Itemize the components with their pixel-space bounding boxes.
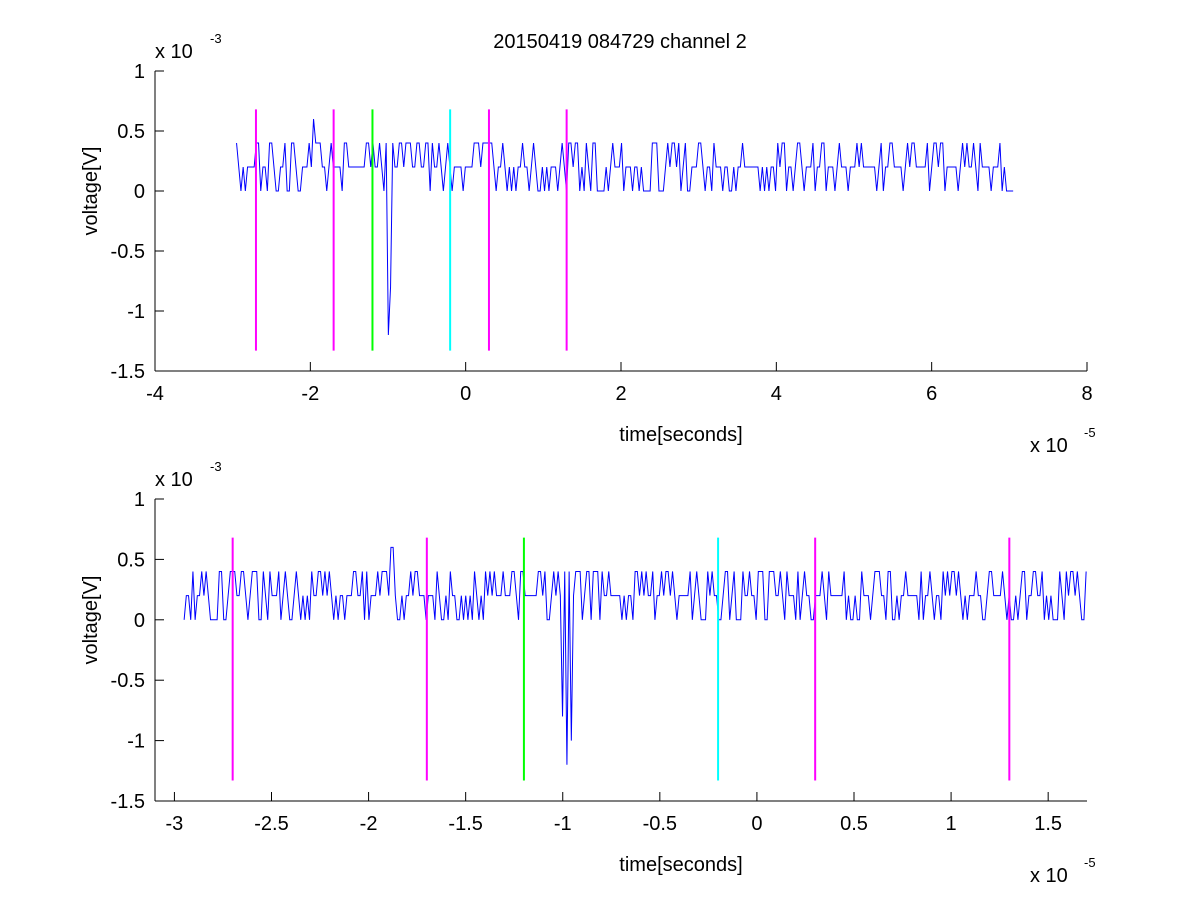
y-tick-label: -1 (127, 301, 145, 323)
x-tick-label: -2.5 (254, 813, 288, 835)
y-tick-label: -1.5 (111, 791, 145, 813)
plot-top: -4 -2 0 2 4 6 8 -1.5 -1 -0.5 0 0.5 1 time[seconds] vol… (80, 31, 1096, 457)
y-exponent-label: x 10 (155, 469, 193, 491)
x-tick-label: 1 (946, 813, 957, 835)
y-tick-label: -0.5 (111, 241, 145, 263)
y-tick-label: 0 (134, 610, 145, 632)
x-exponent-label: x 10 (1030, 435, 1068, 457)
x-exponent-power: -5 (1084, 855, 1096, 870)
y-tick-label: -0.5 (111, 670, 145, 692)
figure-title: 20150419 084729 channel 2 (493, 31, 747, 53)
signal-trace (183, 546, 1087, 765)
x-tick-label: 8 (1081, 383, 1092, 405)
x-tick-label: -0.5 (643, 813, 677, 835)
y-tick-label: 0.5 (117, 549, 145, 571)
x-axis-label: time[seconds] (619, 424, 742, 446)
plot-bottom: -3 -2.5 -2 -1.5 -1 -0.5 0 0.5 1 1.5 -1.5 -1 -0.5 0 0.5… (80, 459, 1096, 887)
x-tick-label: 0.5 (840, 813, 868, 835)
x-exponent-label: x 10 (1030, 865, 1068, 887)
x-tick-label: 0 (460, 383, 471, 405)
x-tick-label: -2 (301, 383, 319, 405)
y-tick-label: -1 (127, 731, 145, 753)
y-exponent-label: x 10 (155, 41, 193, 63)
y-tick-label: 0.5 (117, 121, 145, 143)
y-tick-label: -1.5 (111, 361, 145, 383)
x-axis-label: time[seconds] (619, 854, 742, 876)
x-tick-label: 0 (751, 813, 762, 835)
x-tick-label: 4 (771, 383, 782, 405)
y-exponent-power: -3 (210, 459, 222, 474)
x-tick-label: 1.5 (1034, 813, 1062, 835)
y-tick-label: 1 (134, 489, 145, 511)
y-exponent-power: -3 (210, 31, 222, 46)
x-tick-label: 2 (615, 383, 626, 405)
x-exponent-power: -5 (1084, 425, 1096, 440)
x-tick-label: 6 (926, 383, 937, 405)
x-tick-label: -4 (146, 383, 164, 405)
y-tick-label: 0 (134, 181, 145, 203)
x-tick-label: -3 (166, 813, 184, 835)
signal-trace (236, 118, 1014, 336)
y-axis-label: voltage[V] (80, 576, 102, 665)
x-tick-label: -2 (360, 813, 378, 835)
x-tick-label: -1 (554, 813, 572, 835)
x-tick-label: -1.5 (448, 813, 482, 835)
y-tick-label: 1 (134, 61, 145, 83)
y-axis-label: voltage[V] (80, 147, 102, 236)
